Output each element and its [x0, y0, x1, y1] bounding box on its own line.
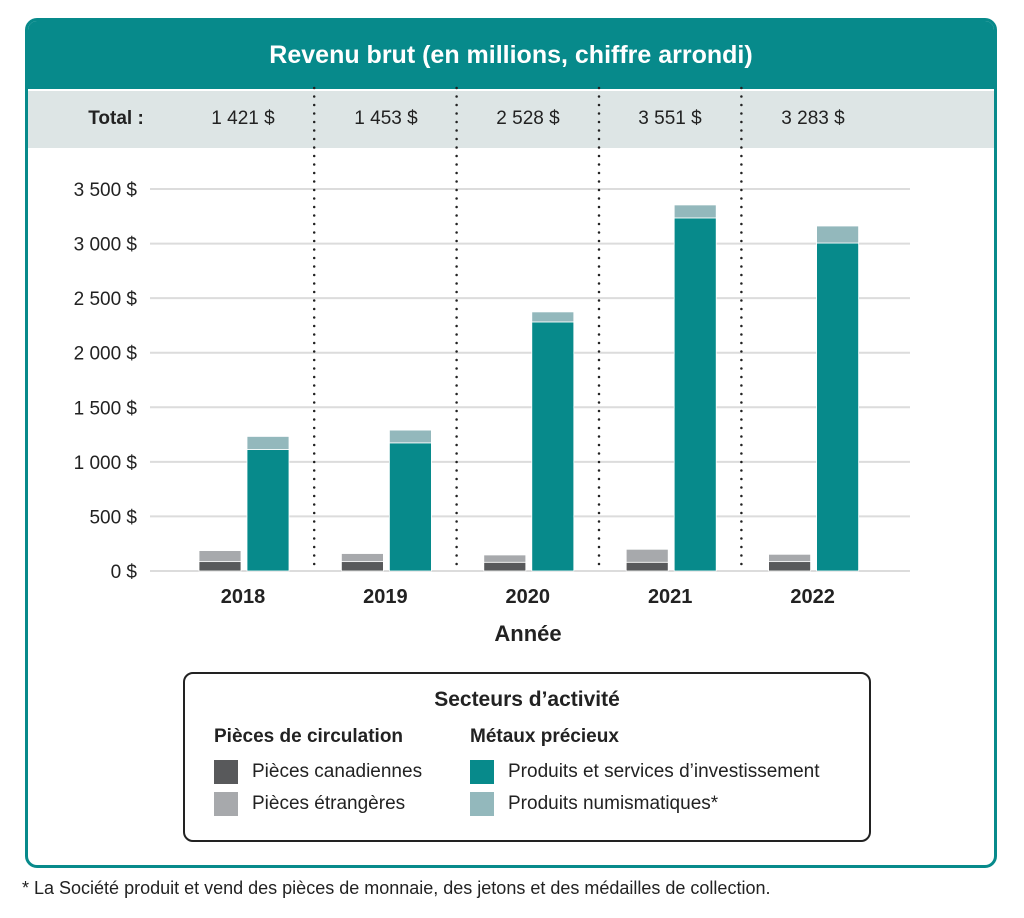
x-axis-title: Année — [494, 621, 561, 646]
legend-item: Pièces étrangères — [214, 792, 405, 816]
bar-segment — [531, 311, 575, 323]
bar-segment — [246, 449, 290, 572]
legend: Secteurs d’activité Pièces de circulatio… — [183, 672, 871, 842]
bar-segment — [198, 550, 242, 563]
y-tick-label: 1 500 $ — [74, 398, 138, 419]
y-tick-label: 3 000 $ — [74, 235, 138, 256]
bar-segment — [673, 204, 717, 219]
bar-segment — [340, 553, 384, 563]
bar-segment — [388, 442, 432, 572]
bar-segment — [673, 217, 717, 572]
bar-segment — [768, 553, 811, 563]
y-tick-label: 500 $ — [89, 507, 137, 528]
legend-label: Produits et services d’investissement — [508, 761, 820, 782]
x-tick-label: 2020 — [506, 586, 551, 608]
bar-segment — [388, 429, 432, 444]
legend-swatch — [470, 760, 494, 784]
bar-segment — [625, 548, 669, 563]
bar-segment — [816, 225, 859, 244]
x-tick-label: 2021 — [648, 586, 693, 608]
legend-title: Secteurs d’activité — [434, 688, 620, 711]
bar-segment — [483, 561, 527, 572]
chart-frame: Revenu brut (en millions, chiffre arrond… — [25, 18, 997, 868]
legend-label: Pièces étrangères — [252, 793, 406, 814]
legend-label: Pièces canadiennes — [252, 761, 423, 782]
total-2020: 2 528 $ — [496, 108, 560, 129]
total-2019: 1 453 $ — [354, 108, 418, 129]
totals-label: Total : — [88, 108, 144, 129]
legend-label: Produits numismatiques* — [508, 793, 719, 814]
bar-segment — [483, 554, 527, 563]
legend-group-circulation: Pièces de circulation — [214, 726, 404, 747]
y-tick-label: 2 000 $ — [74, 344, 138, 365]
bar-segment — [768, 561, 811, 572]
y-tick-label: 2 500 $ — [74, 289, 138, 310]
total-2022: 3 283 $ — [781, 108, 845, 129]
legend-item: Produits numismatiques* — [470, 792, 718, 816]
footnote: * La Société produit et vend des pièces … — [22, 878, 771, 898]
legend-group-metals: Métaux précieux — [470, 726, 619, 747]
legend-swatch — [470, 792, 494, 816]
totals-row: Total : 1 421 $ 1 453 $ 2 528 $ 3 551 $ … — [28, 91, 994, 148]
y-tick-label: 3 500 $ — [74, 180, 138, 201]
x-tick-label: 2019 — [363, 586, 408, 608]
x-tick-label: 2018 — [221, 586, 266, 608]
bar-segment — [246, 436, 290, 450]
bar-segment — [531, 321, 575, 572]
total-2018: 1 421 $ — [211, 108, 275, 129]
total-2021: 3 551 $ — [638, 108, 702, 129]
bar-segment — [198, 561, 242, 572]
bar-segment — [816, 242, 859, 572]
legend-swatch — [214, 760, 238, 784]
legend-item: Pièces canadiennes — [214, 760, 422, 784]
bar-segment — [625, 561, 669, 572]
chart-title: Revenu brut (en millions, chiffre arrond… — [28, 21, 994, 89]
y-tick-label: 0 $ — [111, 562, 138, 583]
legend-swatch — [214, 792, 238, 816]
y-tick-label: 1 000 $ — [74, 453, 138, 474]
x-tick-label: 2022 — [790, 586, 835, 608]
legend-item: Produits et services d’investissement — [470, 760, 820, 784]
bar-segment — [340, 561, 384, 572]
